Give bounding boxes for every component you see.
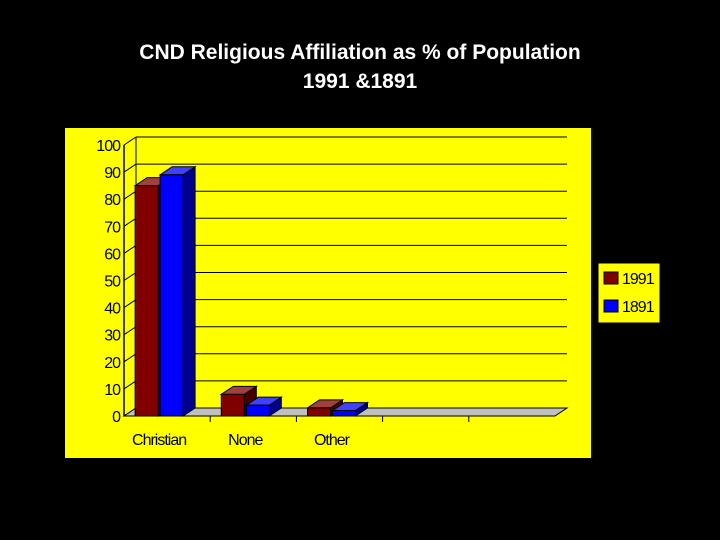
y-tick-label: 0: [112, 409, 121, 426]
y-tick-label: 70: [104, 219, 121, 236]
y-axis-tick: [123, 299, 137, 309]
bar: [158, 165, 197, 417]
x-category-labels: Christian None Other: [132, 432, 352, 449]
y-tick-label: 60: [104, 246, 121, 263]
bar: [244, 396, 283, 417]
bar: [330, 401, 370, 417]
y-axis-tick: [123, 272, 137, 281]
y-tick-label: 90: [104, 165, 121, 182]
legend-label: 1891: [622, 299, 655, 316]
slide-title: CND Religious Affiliation as % of Popula…: [0, 38, 720, 96]
y-axis-tick: [123, 326, 137, 336]
legend-swatch: [603, 271, 619, 285]
legend-swatch: [603, 299, 619, 313]
y-tick-labels: 0 10 20 30 40 50 60 70 80 90 100: [96, 138, 122, 426]
y-axis-tick: [123, 353, 137, 363]
x-category-label: Other: [314, 432, 351, 449]
y-tick-label: 30: [104, 328, 121, 345]
bars: [133, 165, 370, 417]
y-tick-label: 80: [104, 192, 121, 209]
y-tick-label: 10: [104, 382, 121, 399]
y-axis-tick: [123, 163, 137, 173]
y-axis-tick: [123, 217, 137, 227]
y-tick-label: 50: [104, 274, 121, 291]
legend-label: 1991: [622, 271, 655, 288]
gridlines: [136, 136, 567, 409]
y-tick-label: 100: [96, 138, 121, 155]
y-axis-tick: [123, 380, 137, 390]
y-tick-label: 40: [104, 301, 121, 318]
legend: 1991 1891: [597, 262, 661, 324]
title-line-2: 1991 &1891: [302, 70, 418, 93]
title-line-1: CND Religious Affiliation as % of Popula…: [139, 41, 581, 64]
y-axis-tick: [123, 136, 137, 146]
y-axis-tick: [123, 244, 137, 254]
x-category-label: Christian: [132, 432, 186, 449]
y-tick-label: 20: [104, 355, 121, 372]
y-axis-tick: [123, 190, 137, 200]
x-category-label: None: [228, 432, 263, 449]
